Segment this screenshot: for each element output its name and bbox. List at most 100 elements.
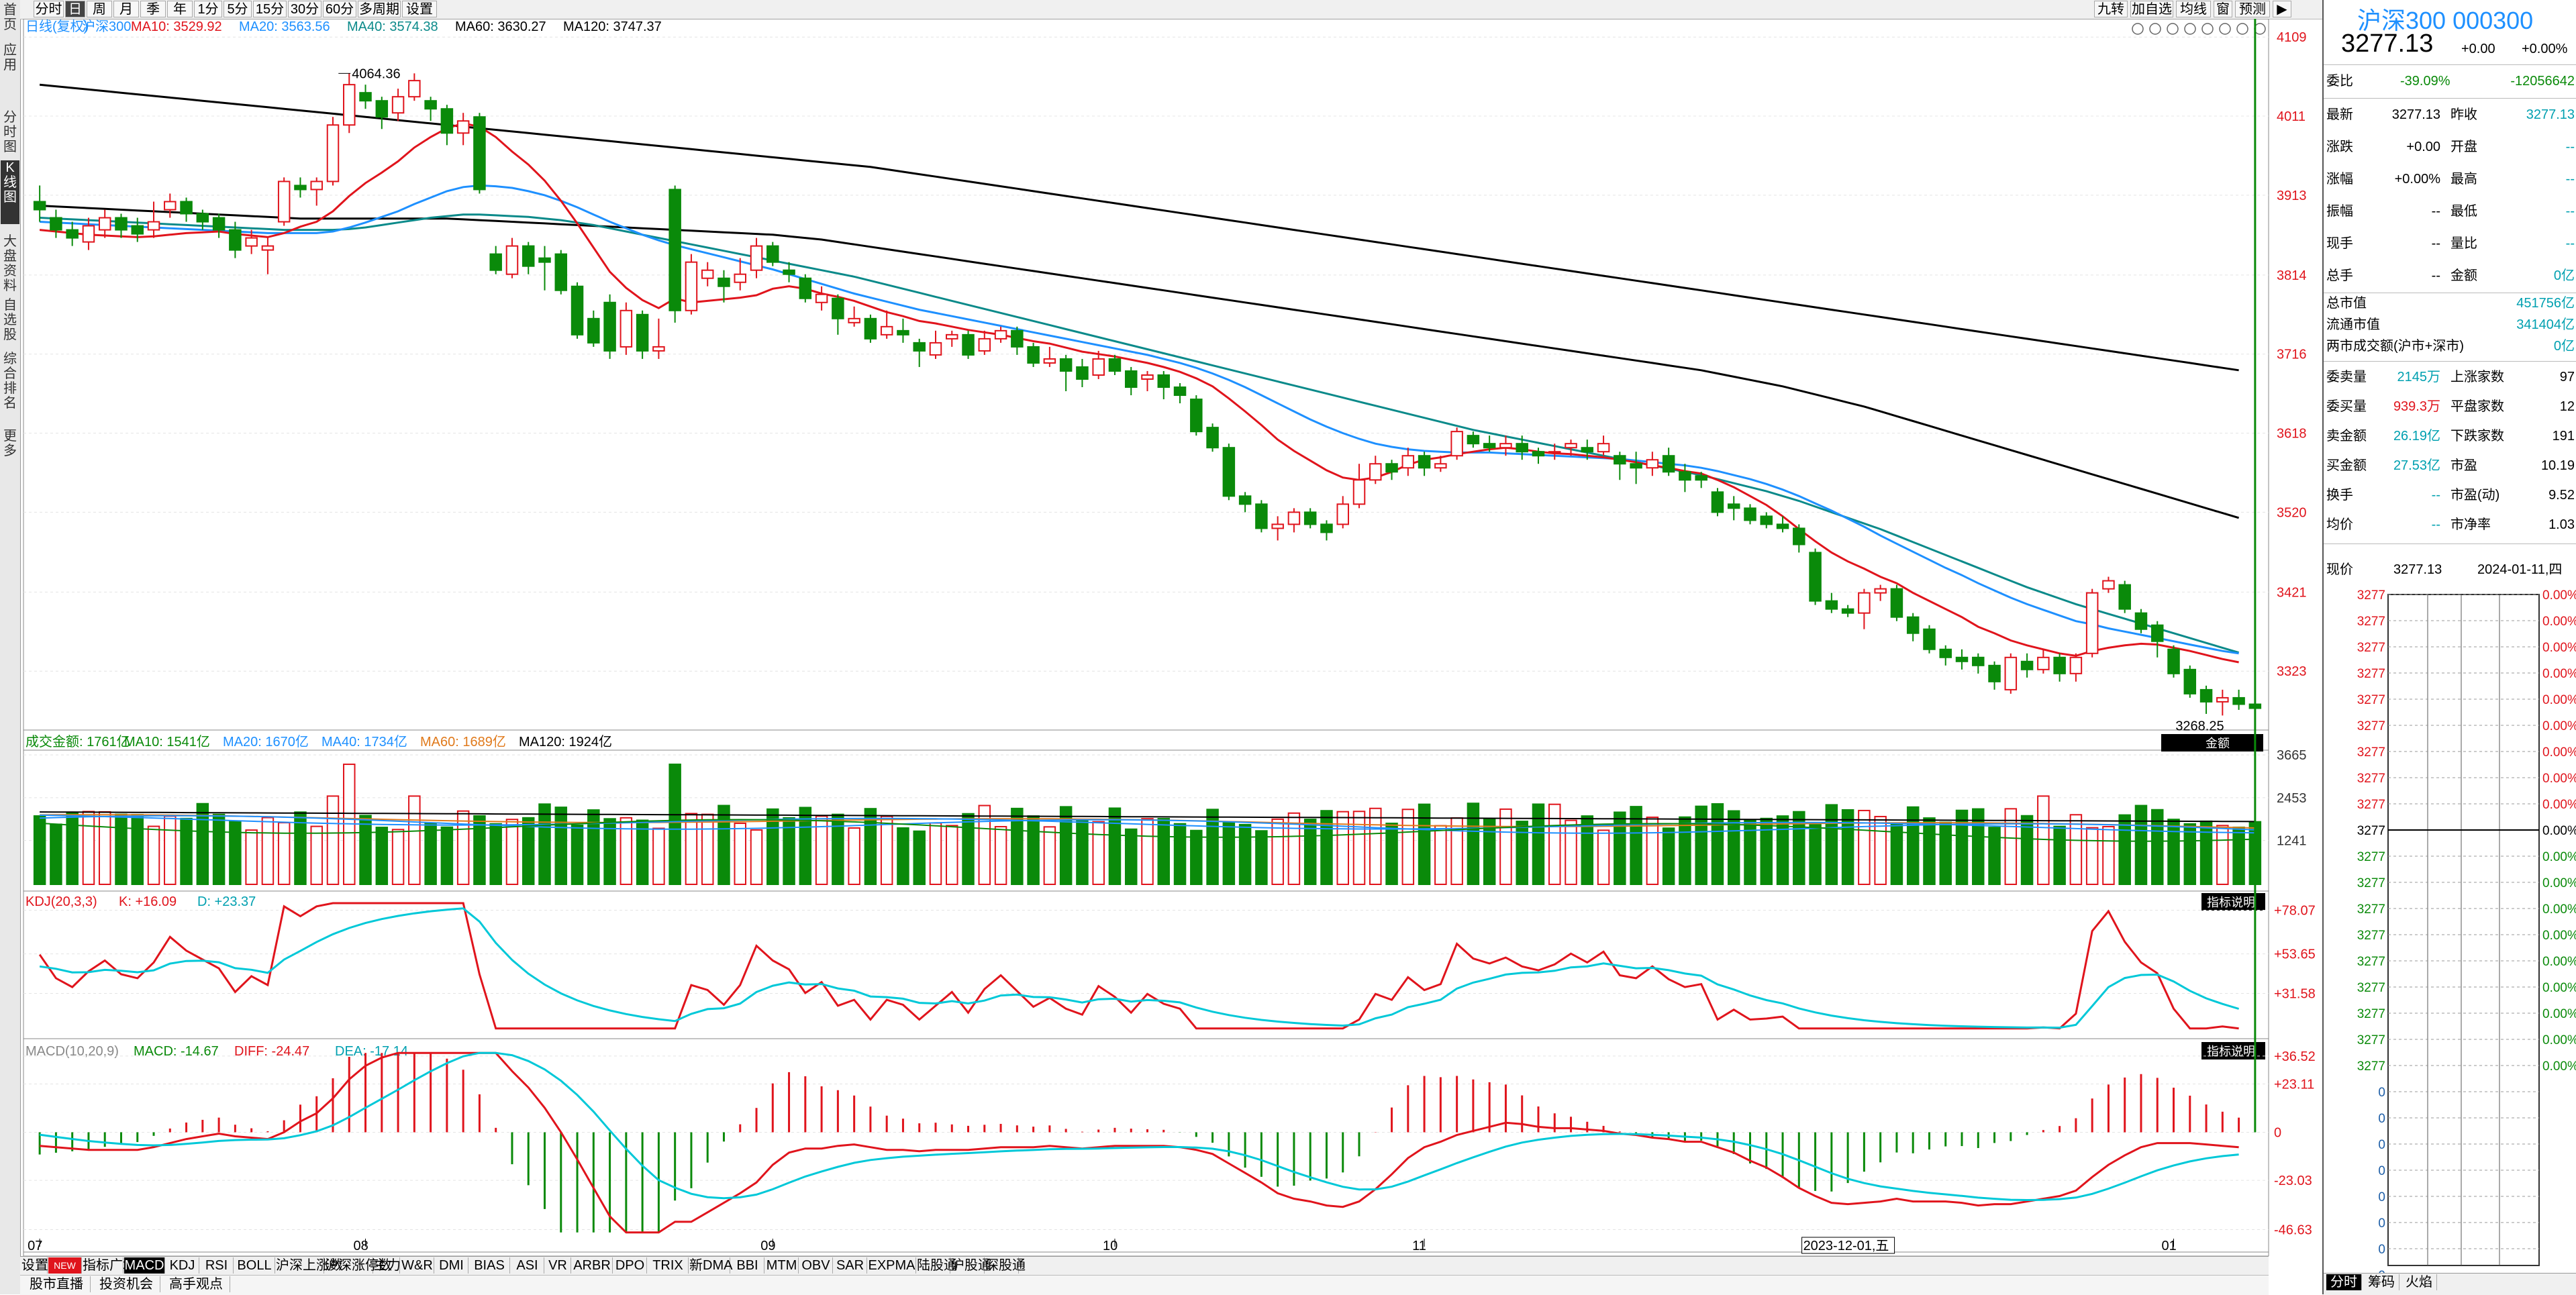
nav-4[interactable]: 大盘资料 <box>3 234 17 293</box>
period-button-4[interactable]: 季 <box>140 1 166 17</box>
indicator-tab-13[interactable]: ASI <box>511 1257 544 1274</box>
zoom-in-icon[interactable] <box>2236 23 2248 35</box>
nav-7[interactable]: 更多 <box>3 429 17 458</box>
quote-tab-0[interactable]: 分时 <box>2326 1274 2362 1290</box>
candle <box>1727 496 1740 521</box>
candle <box>1630 452 1642 484</box>
nav-6[interactable]: 综合排名 <box>3 352 17 411</box>
indicator-tab-8[interactable]: 沪深涨停数 <box>325 1257 392 1274</box>
indicator-tab-15[interactable]: ARBR <box>572 1257 613 1274</box>
period-button-0[interactable]: 分时 <box>34 1 64 17</box>
indicator-tab-25[interactable]: 沪股通 <box>951 1257 991 1274</box>
candle <box>456 113 470 146</box>
price-legend-2: MA10: 3529.92 <box>131 19 222 34</box>
indicator-tab-24[interactable]: 陆股通 <box>917 1257 957 1274</box>
indicator-tab-6[interactable]: BOLL <box>234 1257 275 1274</box>
indicator-tab-17[interactable]: TRIX <box>648 1257 689 1274</box>
candle <box>1793 524 1805 553</box>
indicator-tab-18[interactable]: 新DMA <box>689 1257 733 1274</box>
period-button-9[interactable]: 30分 <box>288 1 321 17</box>
redo-icon[interactable] <box>2184 23 2196 35</box>
volume-bar <box>2232 826 2245 886</box>
volume-bar <box>2199 820 2213 885</box>
candle <box>1043 346 1056 367</box>
settings-icon[interactable] <box>2219 23 2231 35</box>
nav-0[interactable]: 首页 <box>3 3 17 32</box>
indicator-tab-3[interactable]: MACD <box>124 1257 165 1274</box>
candle <box>1972 653 1985 674</box>
candle <box>277 177 291 226</box>
volume-bar <box>815 815 828 885</box>
nav-1[interactable]: 应用 <box>3 43 17 72</box>
toolbar-right-button-3[interactable]: 窗 <box>2214 1 2232 17</box>
indicator-tab-14[interactable]: VR <box>545 1257 571 1274</box>
period-button-2[interactable]: 周 <box>87 1 112 17</box>
next-arrow-icon[interactable]: ▶ <box>2273 1 2291 17</box>
volume-bar <box>424 823 437 886</box>
indicator-tab-20[interactable]: MTM <box>765 1257 799 1274</box>
candle <box>620 302 633 355</box>
undo-icon[interactable] <box>2167 23 2179 35</box>
volume-bar <box>294 811 307 885</box>
volume-bar <box>212 813 226 886</box>
quote-tab-2[interactable]: 火焰 <box>2401 1274 2437 1290</box>
volume-bar <box>603 818 616 886</box>
indicator-tab-9[interactable]: 主力 <box>374 1257 401 1274</box>
volume-bar <box>261 817 275 885</box>
indicator-tab-7[interactable]: 沪深上涨数 <box>276 1257 343 1274</box>
volume-bar <box>1939 821 1952 886</box>
indicator-tab-21[interactable]: OBV <box>799 1257 833 1274</box>
toolbar-right-button-4[interactable]: 预测 <box>2235 1 2270 17</box>
lock-icon[interactable] <box>2201 23 2214 35</box>
nav-2[interactable]: 分时图 <box>3 110 17 154</box>
period-button-11[interactable]: 多周期 <box>358 1 401 17</box>
indicator-tab-22[interactable]: SAR <box>834 1257 867 1274</box>
kline-chart[interactable]: 4109 4011 3913 3814 3716 3618 3520 3421 3323 日线(复… <box>20 19 2322 1256</box>
bottom-link-0[interactable]: 股市直播 <box>23 1276 91 1292</box>
period-button-5[interactable]: 年 <box>167 1 193 17</box>
price-axis-label: 3618 <box>2277 427 2307 442</box>
indicator-tab-10[interactable]: W&R <box>401 1257 434 1274</box>
volume-bar <box>1532 803 1545 885</box>
indicator-tab-19[interactable]: BBI <box>731 1257 764 1274</box>
volume-bar <box>1711 803 1724 886</box>
indicator-tab-1[interactable]: NEW <box>48 1257 82 1274</box>
toolbar-right-button-2[interactable]: 均线 <box>2176 1 2211 17</box>
period-button-3[interactable]: 月 <box>113 1 139 17</box>
indicator-tab-4[interactable]: KDJ <box>166 1257 199 1274</box>
quote-tab-1[interactable]: 筹码 <box>2364 1274 2399 1290</box>
nav-5[interactable]: 自选股 <box>3 298 17 342</box>
period-button-6[interactable]: 1分 <box>194 1 222 17</box>
nav-3[interactable]: K线图 <box>1 160 19 224</box>
period-button-10[interactable]: 60分 <box>323 1 356 17</box>
volume-bar <box>1988 827 2001 885</box>
eye-icon[interactable] <box>2132 23 2144 35</box>
minus-icon[interactable] <box>2254 23 2266 35</box>
volume-bar <box>832 813 844 885</box>
hand-icon[interactable] <box>2149 23 2161 35</box>
indicator-tab-23[interactable]: EXPMA <box>868 1257 916 1274</box>
indicator-tab-0[interactable]: 设置 <box>21 1257 48 1274</box>
ma120-line <box>39 83 2239 372</box>
mini-left-label: 0 <box>2378 1269 2385 1274</box>
indicator-tab-26[interactable]: 深股通 <box>985 1257 1026 1274</box>
candle <box>603 294 616 359</box>
period-button-7[interactable]: 5分 <box>224 1 252 17</box>
volume-bar <box>978 805 991 886</box>
mini-right-label: 0.00% <box>2542 902 2576 917</box>
candle <box>685 254 698 315</box>
indicator-tab-2[interactable]: 指标广场 <box>83 1257 136 1274</box>
indicator-tab-11[interactable]: DMI <box>435 1257 468 1274</box>
toolbar-right-button-0[interactable]: 九转 <box>2094 1 2128 17</box>
indicator-tab-5[interactable]: RSI <box>200 1257 234 1274</box>
indicator-tab-12[interactable]: BIAS <box>469 1257 510 1274</box>
volume-bar <box>1776 815 1789 885</box>
bottom-link-2[interactable]: 高手观点 <box>162 1276 230 1292</box>
period-button-1[interactable]: 日 <box>65 1 85 17</box>
period-button-12[interactable]: 设置 <box>402 1 437 17</box>
bottom-link-1[interactable]: 投资机会 <box>93 1276 160 1292</box>
toolbar-right-button-1[interactable]: 加自选 <box>2130 1 2173 17</box>
period-button-8[interactable]: 15分 <box>253 1 287 17</box>
volume-mode-button[interactable]: 金额 <box>2161 734 2263 752</box>
indicator-tab-16[interactable]: DPO <box>613 1257 647 1274</box>
